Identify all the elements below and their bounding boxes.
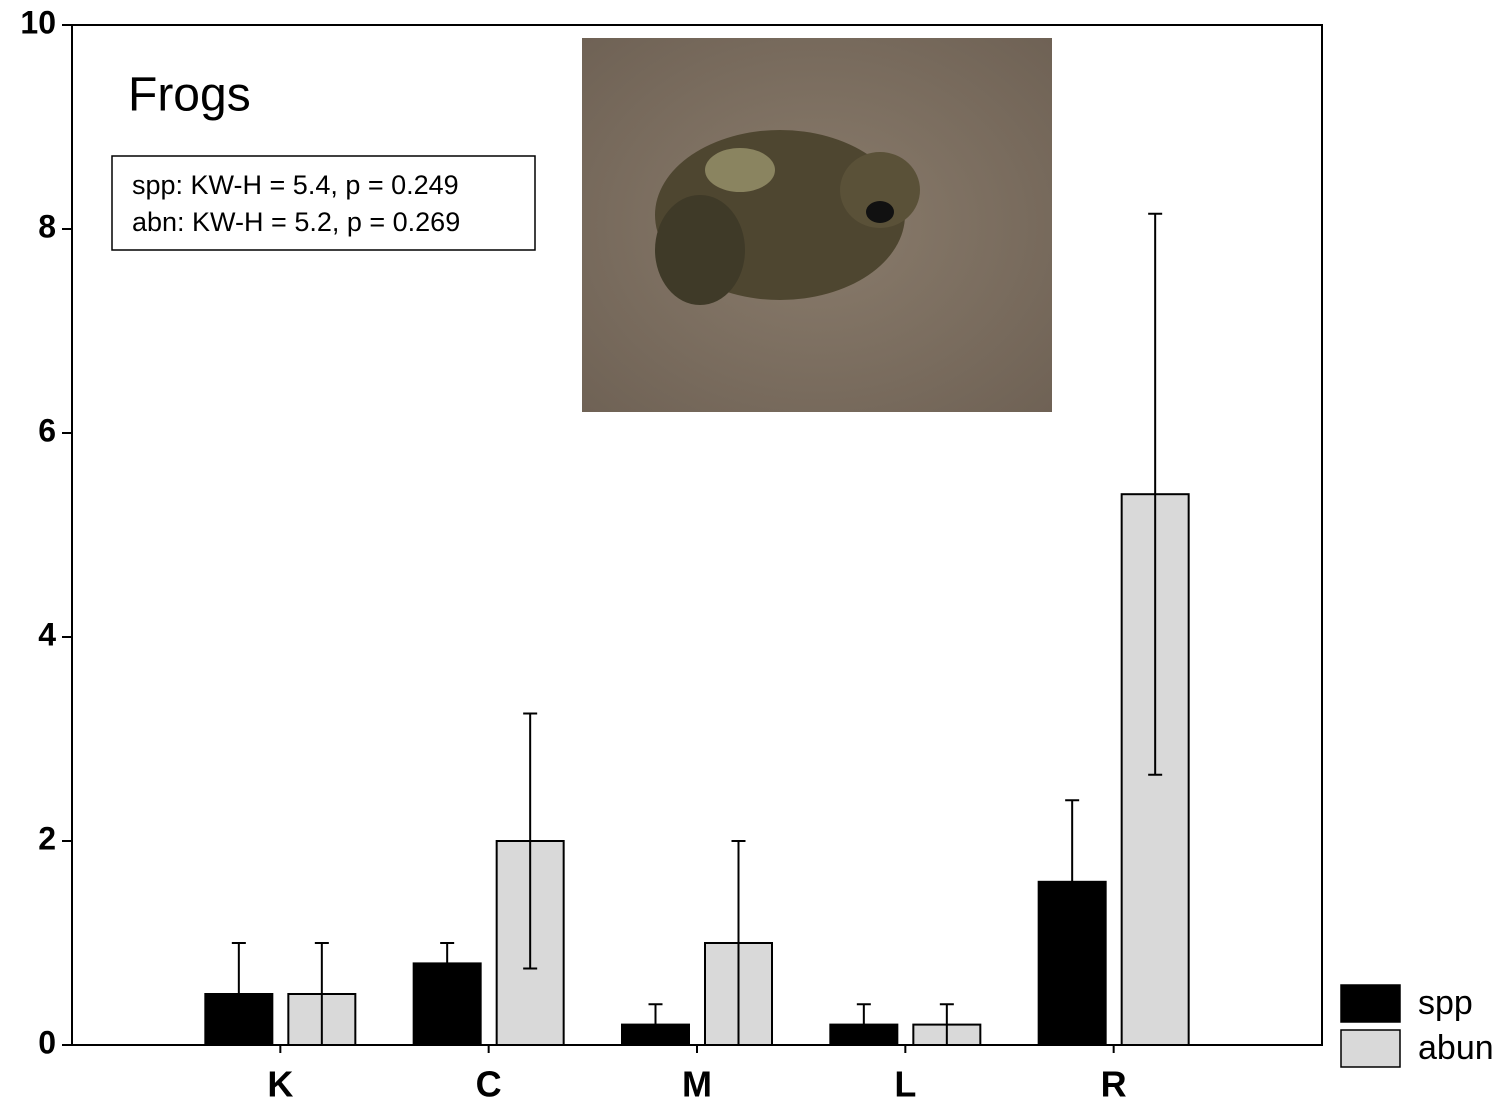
- x-tick-label: R: [1101, 1064, 1127, 1105]
- x-tick-label: L: [894, 1064, 916, 1105]
- y-tick-label: 4: [38, 616, 56, 652]
- y-tick-label: 2: [38, 820, 56, 856]
- legend-label: spp: [1418, 984, 1473, 1022]
- y-tick-label: 6: [38, 412, 56, 448]
- chart-title: Frogs: [128, 69, 251, 122]
- x-tick-label: M: [682, 1064, 712, 1105]
- legend-label: abun: [1418, 1029, 1494, 1067]
- y-tick-label: 10: [20, 4, 56, 40]
- legend-swatch: [1341, 985, 1400, 1022]
- x-tick-label: C: [476, 1064, 502, 1105]
- stats-line: abn: KW-H = 5.2, p = 0.269: [132, 207, 460, 237]
- photo: [582, 38, 1052, 412]
- y-tick-label: 0: [38, 1024, 56, 1060]
- y-tick-label: 8: [38, 208, 56, 244]
- x-tick-label: K: [267, 1064, 293, 1105]
- chart: Frogs spp: KW-H = 5.4, p = 0.249 abn: KW…: [0, 0, 1512, 1109]
- stats-line: spp: KW-H = 5.4, p = 0.249: [132, 170, 459, 200]
- legend-swatch: [1341, 1030, 1400, 1067]
